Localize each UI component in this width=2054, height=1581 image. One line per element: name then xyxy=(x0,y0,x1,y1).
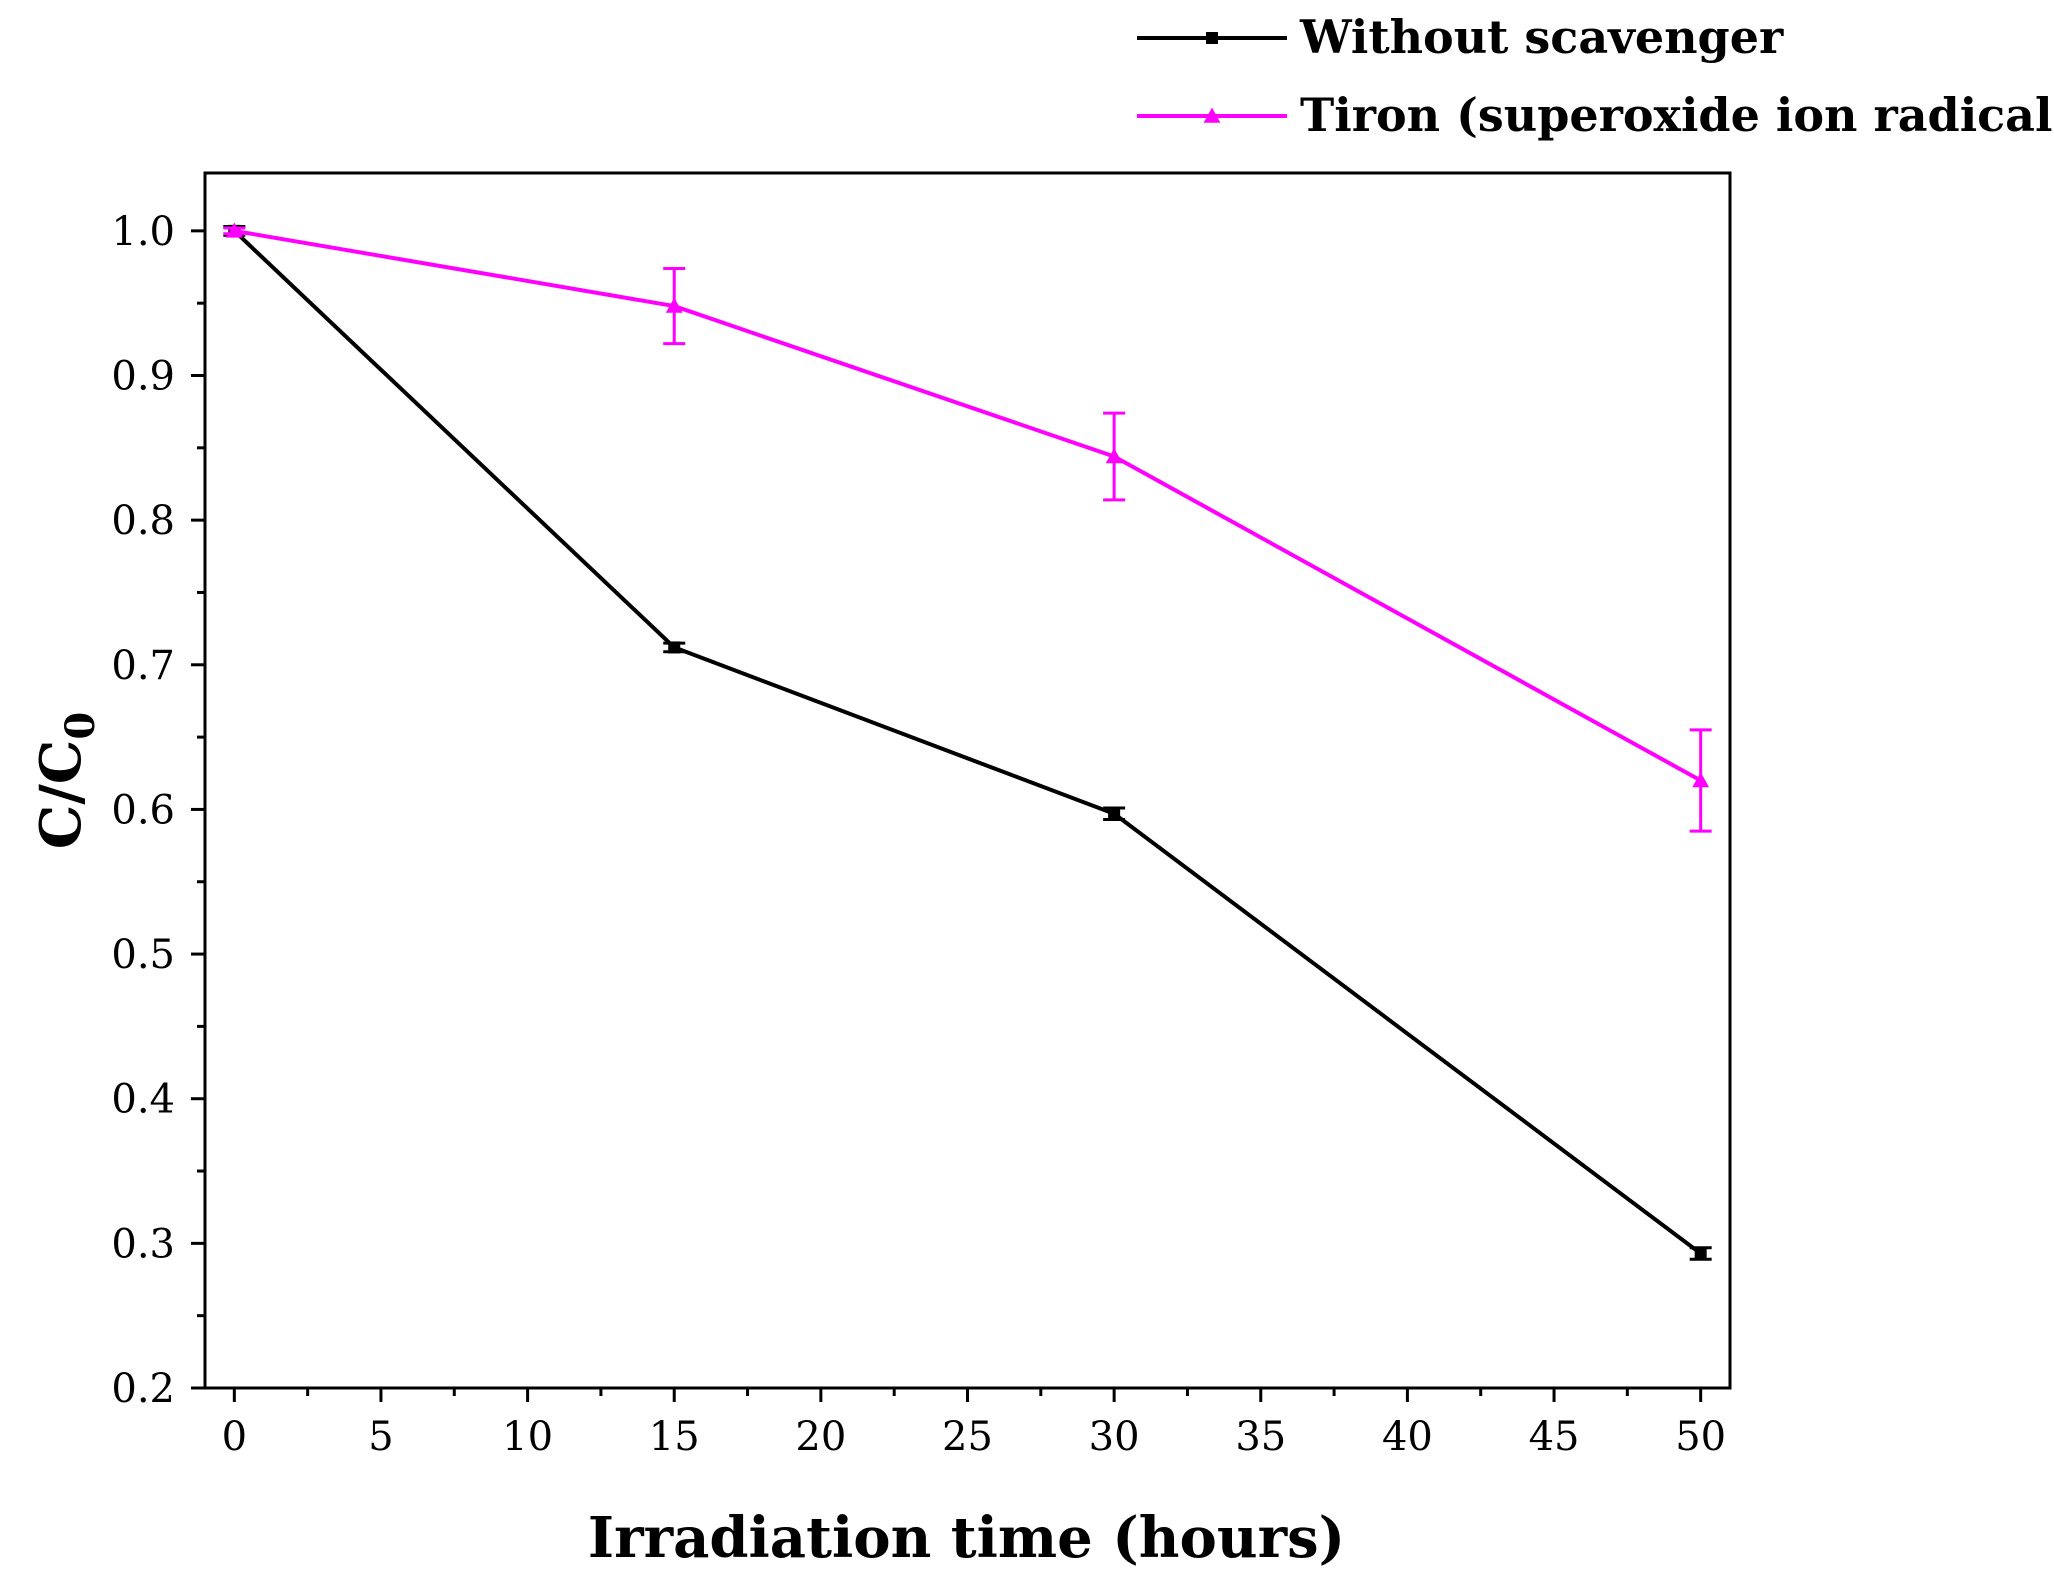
series-line xyxy=(233,228,1702,783)
y-axis-title: C/C0 xyxy=(28,712,104,849)
plot-frame xyxy=(203,171,1732,1390)
x-tick-label: 30 xyxy=(1089,1414,1140,1460)
y-axis: 0.2 0.3 0.4 0.5 0.6 0.7 0.8 0.9 1.0 xyxy=(111,209,205,1412)
y-tick-label: 0.6 xyxy=(111,787,175,833)
y-tick-label: 1.0 xyxy=(111,209,175,255)
x-tick-label: 20 xyxy=(795,1414,846,1460)
legend-label: Tiron (superoxide ion radical) xyxy=(1300,88,2054,142)
legend-label: Without scavenger xyxy=(1299,10,1784,64)
y-tick-label: 0.5 xyxy=(111,932,175,978)
x-tick-label: 50 xyxy=(1675,1414,1726,1460)
x-tick-label: 10 xyxy=(502,1414,553,1460)
data-point-triangle xyxy=(225,222,243,238)
x-tick-label: 5 xyxy=(368,1414,393,1460)
x-tick-label: 0 xyxy=(222,1414,247,1460)
data-point-square xyxy=(1108,807,1121,820)
y-axis-title-subscript: 0 xyxy=(57,712,104,740)
data-point-triangle xyxy=(1105,448,1123,464)
series-2 xyxy=(223,222,1712,833)
data-point-square xyxy=(668,641,681,654)
x-tick-label: 45 xyxy=(1529,1414,1580,1460)
y-tick-label: 0.9 xyxy=(111,354,175,400)
y-tick-label: 0.4 xyxy=(111,1077,175,1123)
x-tick-label: 40 xyxy=(1382,1414,1433,1460)
legend-item-2: Tiron (superoxide ion radical) xyxy=(1137,88,2054,142)
legend-item-1: Without scavenger xyxy=(1137,10,1784,64)
y-axis-title-main: C/C xyxy=(28,740,94,850)
series-line xyxy=(232,229,1702,1256)
x-axis-title: Irradiation time (hours) xyxy=(588,1505,1345,1571)
x-axis: 0 5 10 15 20 25 30 35 40 45 50 xyxy=(222,1388,1726,1460)
x-tick-label: 35 xyxy=(1235,1414,1286,1460)
y-tick-label: 0.8 xyxy=(111,498,175,544)
legend: Without scavenger Tiron (superoxide ion r… xyxy=(1137,10,2054,142)
y-tick-label: 0.2 xyxy=(111,1366,175,1412)
series-1 xyxy=(223,224,1712,1261)
data-point-square xyxy=(1206,32,1218,44)
x-tick-label: 15 xyxy=(649,1414,700,1460)
series-layer xyxy=(223,222,1712,1261)
y-tick-label: 0.7 xyxy=(111,643,175,689)
data-point-triangle xyxy=(1203,107,1221,123)
data-point-square xyxy=(1694,1247,1707,1260)
x-tick-label: 25 xyxy=(942,1414,993,1460)
y-tick-label: 0.3 xyxy=(111,1221,175,1267)
data-point-triangle xyxy=(665,297,683,313)
data-point-triangle xyxy=(1692,772,1710,788)
